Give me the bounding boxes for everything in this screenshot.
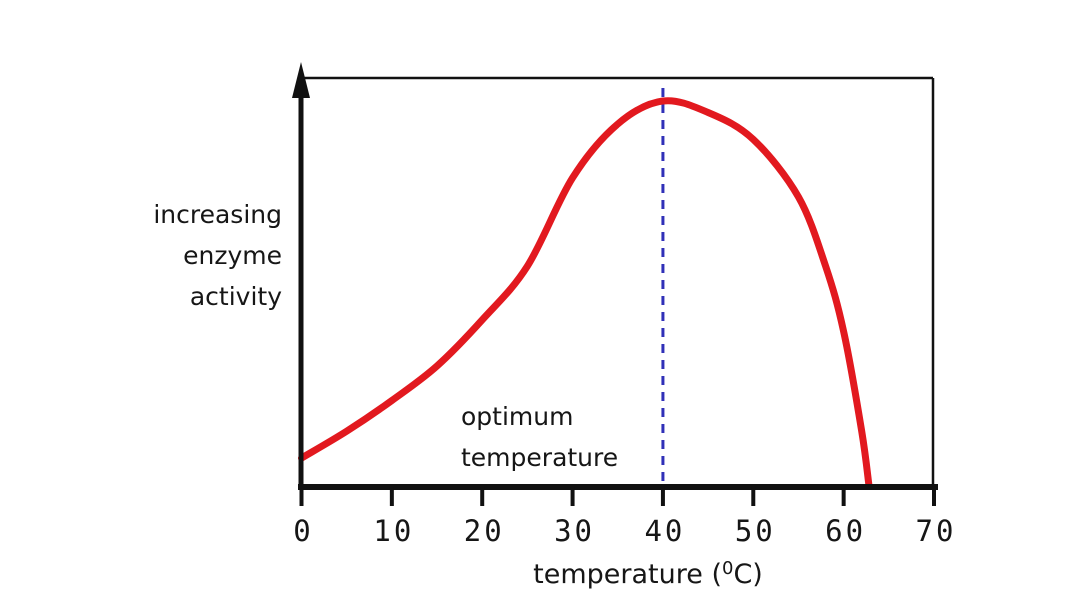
x-axis-label: temperature (0C)	[533, 558, 763, 590]
x-tick-label: 40	[644, 514, 686, 548]
x-tick-label: 10	[373, 514, 415, 548]
annotation-line1: optimum	[461, 402, 574, 431]
x-tick-label: 70	[915, 514, 957, 548]
x-tick-label: 30	[554, 514, 596, 548]
annotation-line2: temperature	[461, 443, 619, 472]
y-axis-label-line2: enzyme	[183, 241, 282, 270]
x-tick-label: 20	[463, 514, 505, 548]
y-axis-label-line1: increasing	[153, 200, 282, 229]
x-tick-label: 50	[734, 514, 776, 548]
optimum-temperature-annotation: optimum temperature	[461, 396, 618, 478]
y-axis-label: increasing enzyme activity	[80, 194, 282, 317]
x-axis-label-degree-sup: 0	[722, 558, 734, 579]
x-tick-label: 60	[825, 514, 867, 548]
enzyme-activity-curve	[298, 97, 873, 489]
y-axis-arrowhead-icon	[292, 62, 310, 98]
x-tick-label: 0	[293, 514, 314, 548]
x-axis-ticks	[299, 487, 936, 506]
x-axis-label-unit: C)	[733, 559, 763, 590]
x-axis-label-text: temperature (	[533, 559, 722, 590]
y-axis-label-line3: activity	[189, 282, 282, 311]
